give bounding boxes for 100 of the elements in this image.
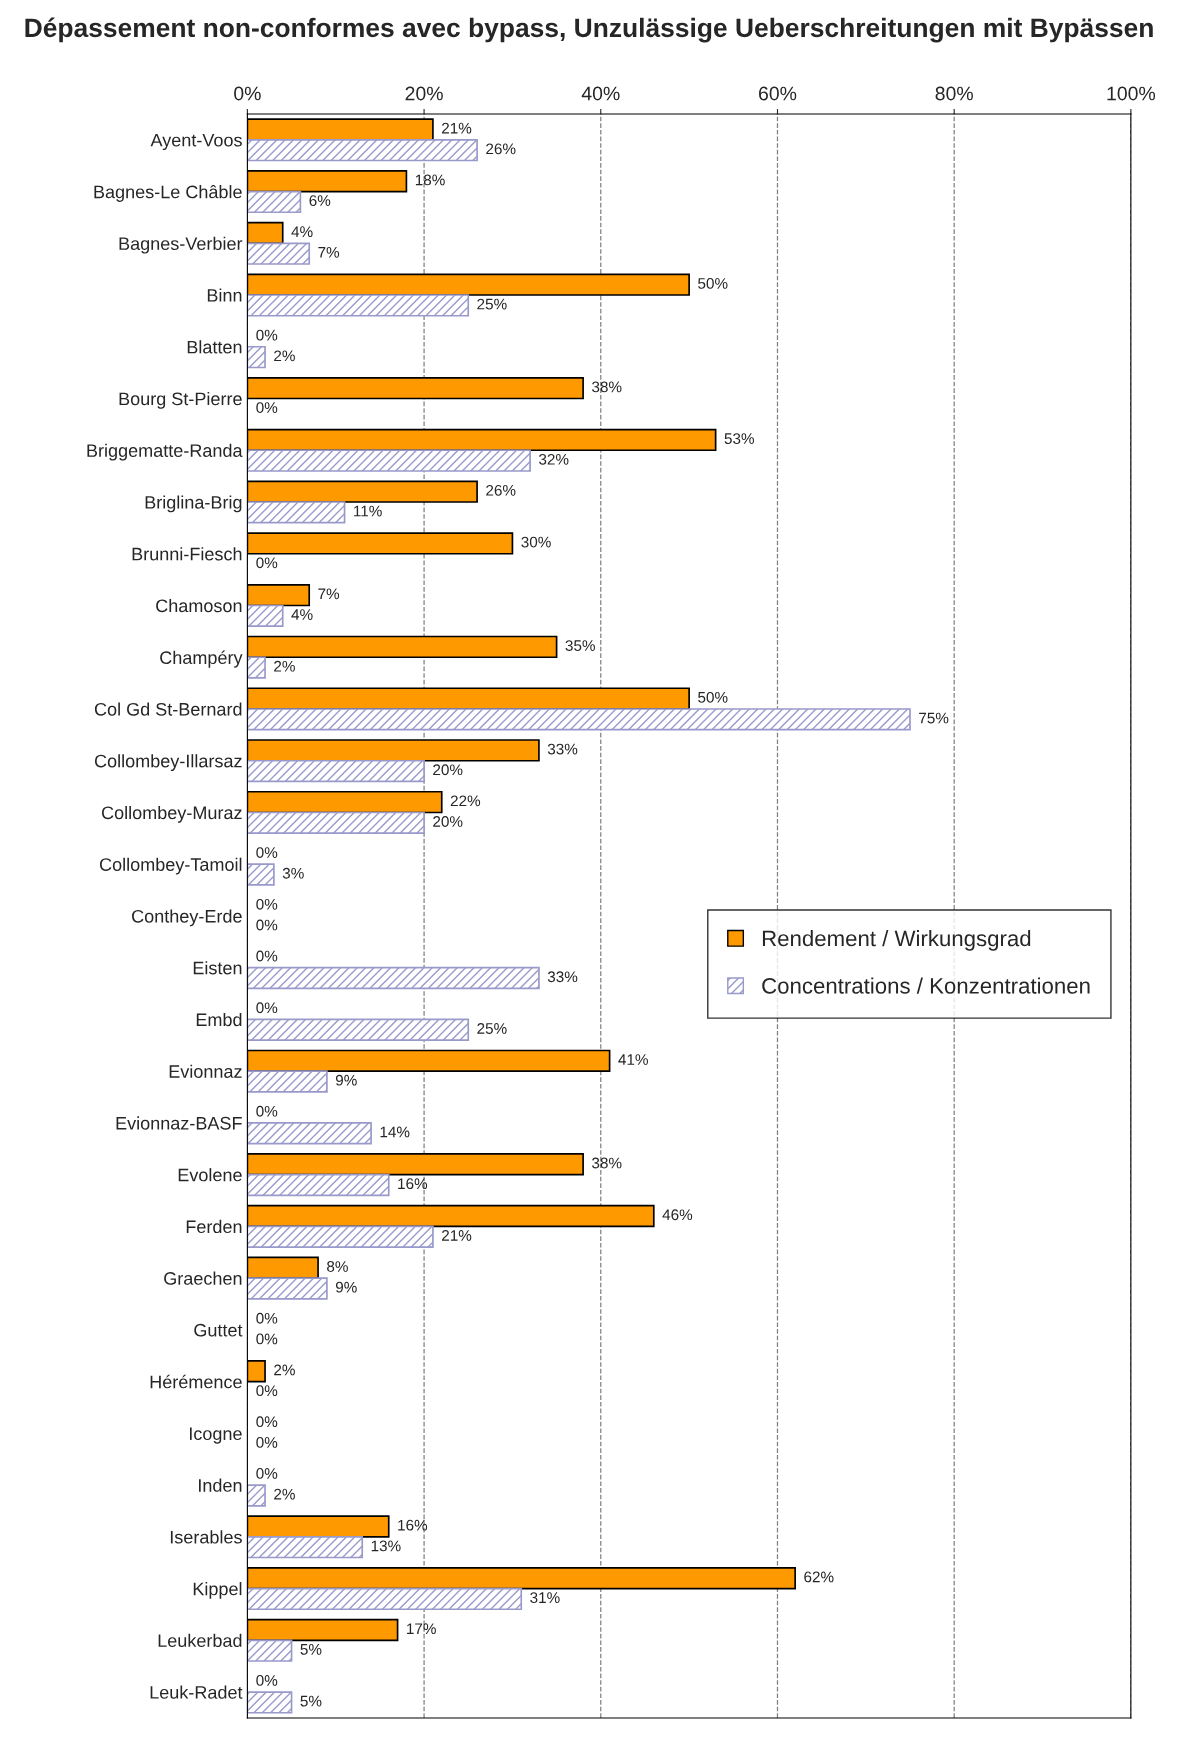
data-label: 0% <box>256 1312 278 1324</box>
data-label: 32% <box>539 453 569 465</box>
y-tick-label: Briglina-Brig <box>145 495 242 513</box>
bar <box>247 811 425 834</box>
data-label: 41% <box>618 1054 648 1065</box>
data-label: 20% <box>433 764 463 776</box>
data-label: 9% <box>335 1074 357 1086</box>
data-label: 0% <box>256 1675 278 1686</box>
x-tick-label: 0% <box>234 86 261 101</box>
x-tick-label: 100% <box>1107 86 1156 101</box>
bar <box>247 294 470 317</box>
y-tick-label: Leukerbad <box>158 1633 242 1648</box>
bar <box>247 656 266 679</box>
data-label: 5% <box>300 1644 322 1655</box>
y-tick-label: Ferden <box>186 1219 242 1234</box>
bar <box>247 501 346 524</box>
data-label: 53% <box>724 433 754 445</box>
data-label: 22% <box>450 795 481 807</box>
data-label: 31% <box>530 1592 560 1604</box>
data-label: 33% <box>547 971 578 983</box>
y-tick-label: Bagnes-Verbier <box>119 236 243 254</box>
y-tick-label: Collombey-Tamoil <box>99 857 242 875</box>
bar <box>247 1277 328 1300</box>
data-label: 18% <box>415 174 445 186</box>
data-label: 2% <box>274 350 295 362</box>
y-tick-label: Collombey-Muraz <box>101 805 242 823</box>
y-tick-label: Leuk-Radet <box>150 1685 243 1699</box>
y-tick-label: Guttet <box>194 1323 243 1337</box>
data-label: 25% <box>477 1023 507 1034</box>
data-label: 21% <box>442 122 472 134</box>
data-label: 0% <box>256 1416 278 1428</box>
y-tick-label: Blatten <box>187 340 242 354</box>
data-label: 38% <box>592 381 622 393</box>
y-tick-label: Chamoson <box>156 598 242 613</box>
bar <box>247 863 275 886</box>
data-label: 4% <box>291 226 313 237</box>
data-label: 0% <box>256 1002 278 1014</box>
data-label: 14% <box>380 1126 410 1138</box>
bar <box>247 1587 523 1611</box>
y-tick-label: Embd <box>196 1012 242 1027</box>
y-tick-label: Bagnes-Le Châble <box>94 184 242 202</box>
data-label: 16% <box>398 1178 428 1190</box>
data-label: 16% <box>398 1519 428 1531</box>
y-tick-label: Collombey-Illarsaz <box>94 754 242 772</box>
y-tick-label: Iserables <box>170 1530 242 1544</box>
data-label: 2% <box>274 1364 295 1376</box>
data-label: 33% <box>547 743 578 755</box>
x-tick-label: 60% <box>759 86 797 101</box>
bar <box>247 449 531 472</box>
bar <box>247 190 302 214</box>
x-tick-label: 20% <box>405 86 443 101</box>
data-label: 46% <box>662 1209 693 1221</box>
y-tick-label: Kippel <box>193 1582 242 1599</box>
y-tick-label: Ayent-Voos <box>150 133 242 151</box>
y-tick-label: Binn <box>207 288 242 302</box>
data-label: 9% <box>335 1281 357 1293</box>
data-label: 5% <box>300 1695 322 1707</box>
y-tick-label: Evionnaz <box>169 1064 242 1078</box>
data-label: 26% <box>486 484 516 496</box>
bar <box>247 1639 293 1662</box>
data-label: 6% <box>309 195 331 207</box>
data-label: 25% <box>477 298 507 310</box>
y-tick-label: Champéry <box>160 650 243 668</box>
bar <box>247 345 266 369</box>
x-tick-label: 80% <box>935 86 973 101</box>
data-label: 0% <box>256 1468 278 1479</box>
data-label: 26% <box>486 143 516 155</box>
bar <box>247 1173 390 1197</box>
y-tick-label: Hérémence <box>150 1374 242 1389</box>
bar <box>247 604 284 628</box>
bar <box>247 708 911 731</box>
data-label: 0% <box>256 1333 278 1345</box>
x-tick-label: 40% <box>581 86 620 101</box>
y-tick-label: Evolene <box>178 1168 242 1182</box>
bar <box>247 242 311 265</box>
data-label: 30% <box>521 536 551 548</box>
bar <box>247 1536 364 1559</box>
data-label: 20% <box>433 816 463 827</box>
y-tick-label: Icogne <box>189 1427 242 1444</box>
data-label: 0% <box>256 847 278 858</box>
data-label: 11% <box>354 505 382 517</box>
y-tick-label: Bourg St-Pierre <box>119 391 242 409</box>
data-label: 62% <box>804 1571 834 1583</box>
bar <box>247 1225 434 1248</box>
bar <box>247 966 540 990</box>
y-tick-label: Briggematte-Randa <box>87 443 243 461</box>
data-label: 0% <box>256 1105 278 1117</box>
data-label: 0% <box>256 950 278 962</box>
y-tick-label: Col Gd St-Bernard <box>94 702 242 716</box>
bar <box>247 1691 293 1714</box>
data-label: 0% <box>256 557 278 569</box>
data-label: 38% <box>592 1157 622 1169</box>
data-label: 13% <box>371 1540 401 1552</box>
data-label: 0% <box>256 1385 278 1397</box>
data-label: 0% <box>256 329 278 341</box>
data-label: 0% <box>256 898 278 910</box>
data-label: 7% <box>318 247 340 258</box>
data-label: 4% <box>291 609 313 620</box>
data-label: 3% <box>282 867 304 879</box>
data-label: 2% <box>274 1488 295 1500</box>
